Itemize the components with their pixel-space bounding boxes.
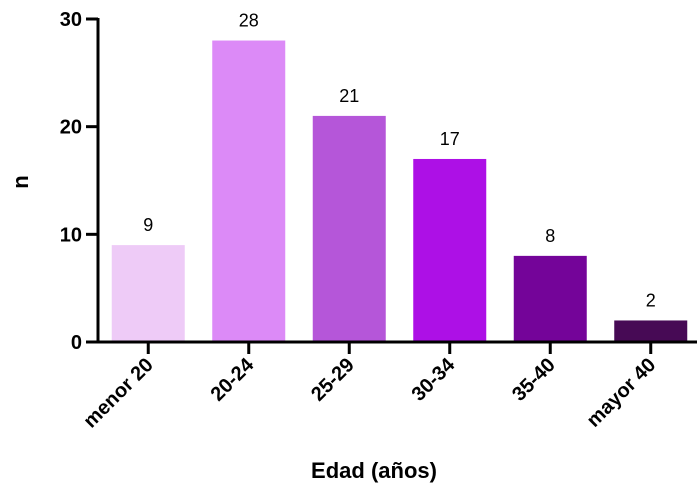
- y-axis-title: n: [8, 175, 33, 188]
- x-tick-label: 35-40: [508, 354, 560, 406]
- bar: [413, 158, 487, 342]
- y-tick-label: 20: [60, 117, 82, 139]
- bar-value-label: 21: [339, 86, 359, 106]
- bar: [312, 115, 386, 343]
- y-tick-label: 30: [60, 9, 82, 31]
- x-ticks-group: menor 20 20-24 25-29 30-34 35-40 mayor 40: [79, 342, 660, 432]
- bar-value-label: 9: [143, 215, 153, 235]
- bar: [614, 320, 688, 342]
- x-tick-label: menor 20: [79, 354, 157, 432]
- x-tick-label: 30-34: [408, 353, 460, 405]
- bar: [212, 40, 286, 343]
- bar: [111, 245, 185, 342]
- x-axis-title: Edad (años): [311, 458, 437, 483]
- bar-value-label: 2: [646, 290, 656, 310]
- bar-value-label: 8: [545, 226, 555, 246]
- data-labels-group: 9 28 21 17 8 2: [143, 11, 656, 311]
- y-tick-label: 10: [60, 224, 82, 246]
- y-tick-label: 0: [71, 332, 82, 354]
- y-ticks-group: 0 10 20 30: [60, 9, 98, 354]
- x-tick-label: 20-24: [207, 353, 259, 405]
- bar-value-label: 28: [239, 11, 259, 31]
- bar-value-label: 17: [440, 129, 460, 149]
- x-tick-label: mayor 40: [583, 354, 661, 432]
- bar: [513, 255, 587, 342]
- x-tick-label: 25-29: [307, 354, 359, 406]
- bars-group: [111, 40, 688, 343]
